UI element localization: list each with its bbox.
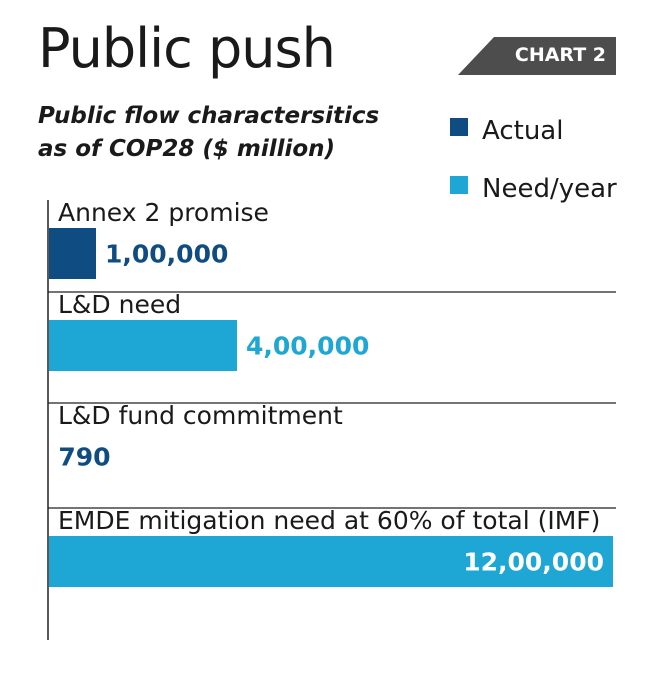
category-label: L&D need	[58, 290, 181, 319]
value-label: 1,00,000	[105, 240, 228, 269]
category-label: L&D fund commitment	[58, 401, 343, 430]
bar	[49, 536, 613, 587]
subtitle-line-2: as of COP28 ($ million)	[38, 136, 336, 162]
legend-swatch-need	[450, 176, 468, 194]
bar	[49, 228, 96, 279]
category-label: EMDE mitigation need at 60% of total (IM…	[58, 506, 600, 535]
legend-label-need: Need/year	[482, 174, 617, 204]
chart-subtitle: Public flow charactersitics as of COP28 …	[38, 100, 438, 166]
legend-label-actual: Actual	[482, 116, 564, 146]
category-label: Annex 2 promise	[58, 198, 269, 227]
bar	[49, 320, 237, 371]
chart-number-label: CHART 2	[514, 44, 606, 66]
value-label: 790	[58, 443, 110, 472]
legend-swatch-actual	[450, 118, 468, 136]
chart-title: Public push	[38, 17, 336, 80]
value-label: 4,00,000	[246, 332, 369, 361]
subtitle-line-1: Public flow charactersitics	[38, 103, 380, 129]
value-label: 12,00,000	[463, 548, 604, 577]
